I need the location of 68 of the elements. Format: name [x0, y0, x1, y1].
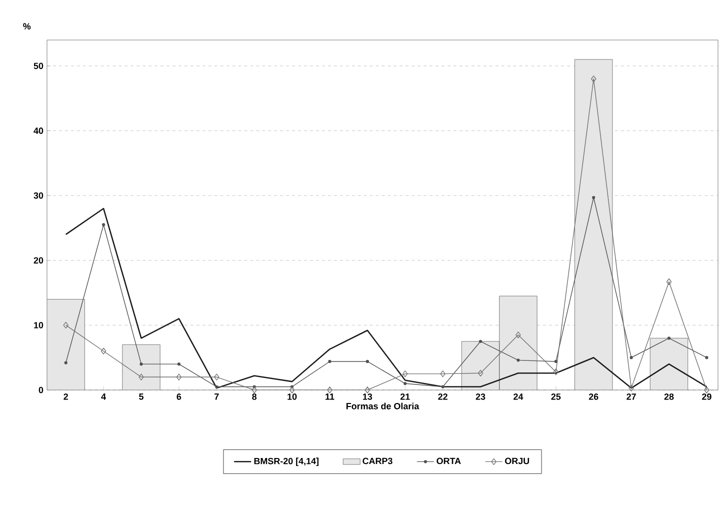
point: [516, 332, 521, 338]
point: [478, 370, 484, 376]
point: [63, 322, 68, 329]
point: [215, 385, 218, 388]
x-tick-label: 22: [438, 394, 448, 400]
point: [666, 278, 672, 286]
y-tick-label: 20: [34, 257, 44, 264]
x-tick-label: 23: [476, 394, 486, 400]
point: [64, 361, 68, 364]
legend-label: BMSR-20 [4,14]: [254, 458, 318, 466]
point: [177, 362, 180, 366]
y-tick-label: 40: [34, 128, 44, 134]
point: [366, 360, 369, 364]
x-tick-label: 8: [252, 394, 257, 400]
x-tick-label: 6: [176, 394, 182, 400]
bar: [574, 59, 613, 390]
point: [554, 360, 558, 364]
point: [100, 348, 106, 354]
point: [364, 386, 370, 394]
x-tick-label: 21: [400, 394, 410, 400]
point: [327, 386, 332, 394]
x-tick-label: 2: [64, 394, 68, 400]
x-tick-label: 25: [551, 394, 561, 400]
point: [592, 196, 596, 200]
point: [176, 374, 182, 380]
x-tick-label: 11: [326, 394, 334, 400]
legend-label: CARP3: [362, 458, 392, 464]
point: [402, 370, 408, 378]
y-tick-label: 0: [38, 386, 44, 394]
x-tick-label: 10: [288, 394, 297, 400]
point: [705, 356, 708, 360]
x-tick-label: 24: [514, 394, 524, 400]
x-axis-title: Formas de Olaria: [346, 402, 420, 410]
point: [628, 384, 634, 392]
legend-label: ORJU: [505, 458, 530, 464]
point: [704, 386, 710, 394]
bar: [122, 344, 160, 390]
point: [553, 368, 558, 376]
y-tick-label: 50: [34, 62, 44, 70]
x-tick-label: 7: [214, 394, 219, 400]
point: [140, 362, 143, 366]
point: [441, 385, 444, 388]
point: [591, 76, 596, 82]
y-tick-label: 10: [34, 322, 44, 328]
bar: [47, 299, 85, 390]
point: [214, 374, 220, 380]
point: [328, 360, 332, 364]
point: [404, 382, 407, 386]
point: [630, 356, 633, 360]
bar: [650, 338, 688, 390]
point: [138, 374, 144, 380]
point: [440, 370, 446, 378]
point: [102, 223, 106, 226]
point: [478, 340, 482, 343]
y-tick-label: 30: [34, 192, 44, 199]
x-tick-label: 29: [702, 394, 712, 400]
point: [516, 358, 520, 362]
x-tick-label: 26: [588, 394, 598, 400]
point: [289, 386, 295, 394]
x-tick-label: 27: [626, 394, 636, 400]
x-tick-label: 28: [664, 394, 674, 400]
x-tick-label: 5: [139, 394, 144, 400]
x-tick-label: 4: [101, 394, 106, 400]
point: [667, 336, 671, 340]
x-tick-label: 13: [363, 394, 372, 400]
point: [252, 386, 257, 394]
y-axis-title: %: [23, 23, 31, 30]
legend-label: ORTA: [436, 458, 461, 464]
